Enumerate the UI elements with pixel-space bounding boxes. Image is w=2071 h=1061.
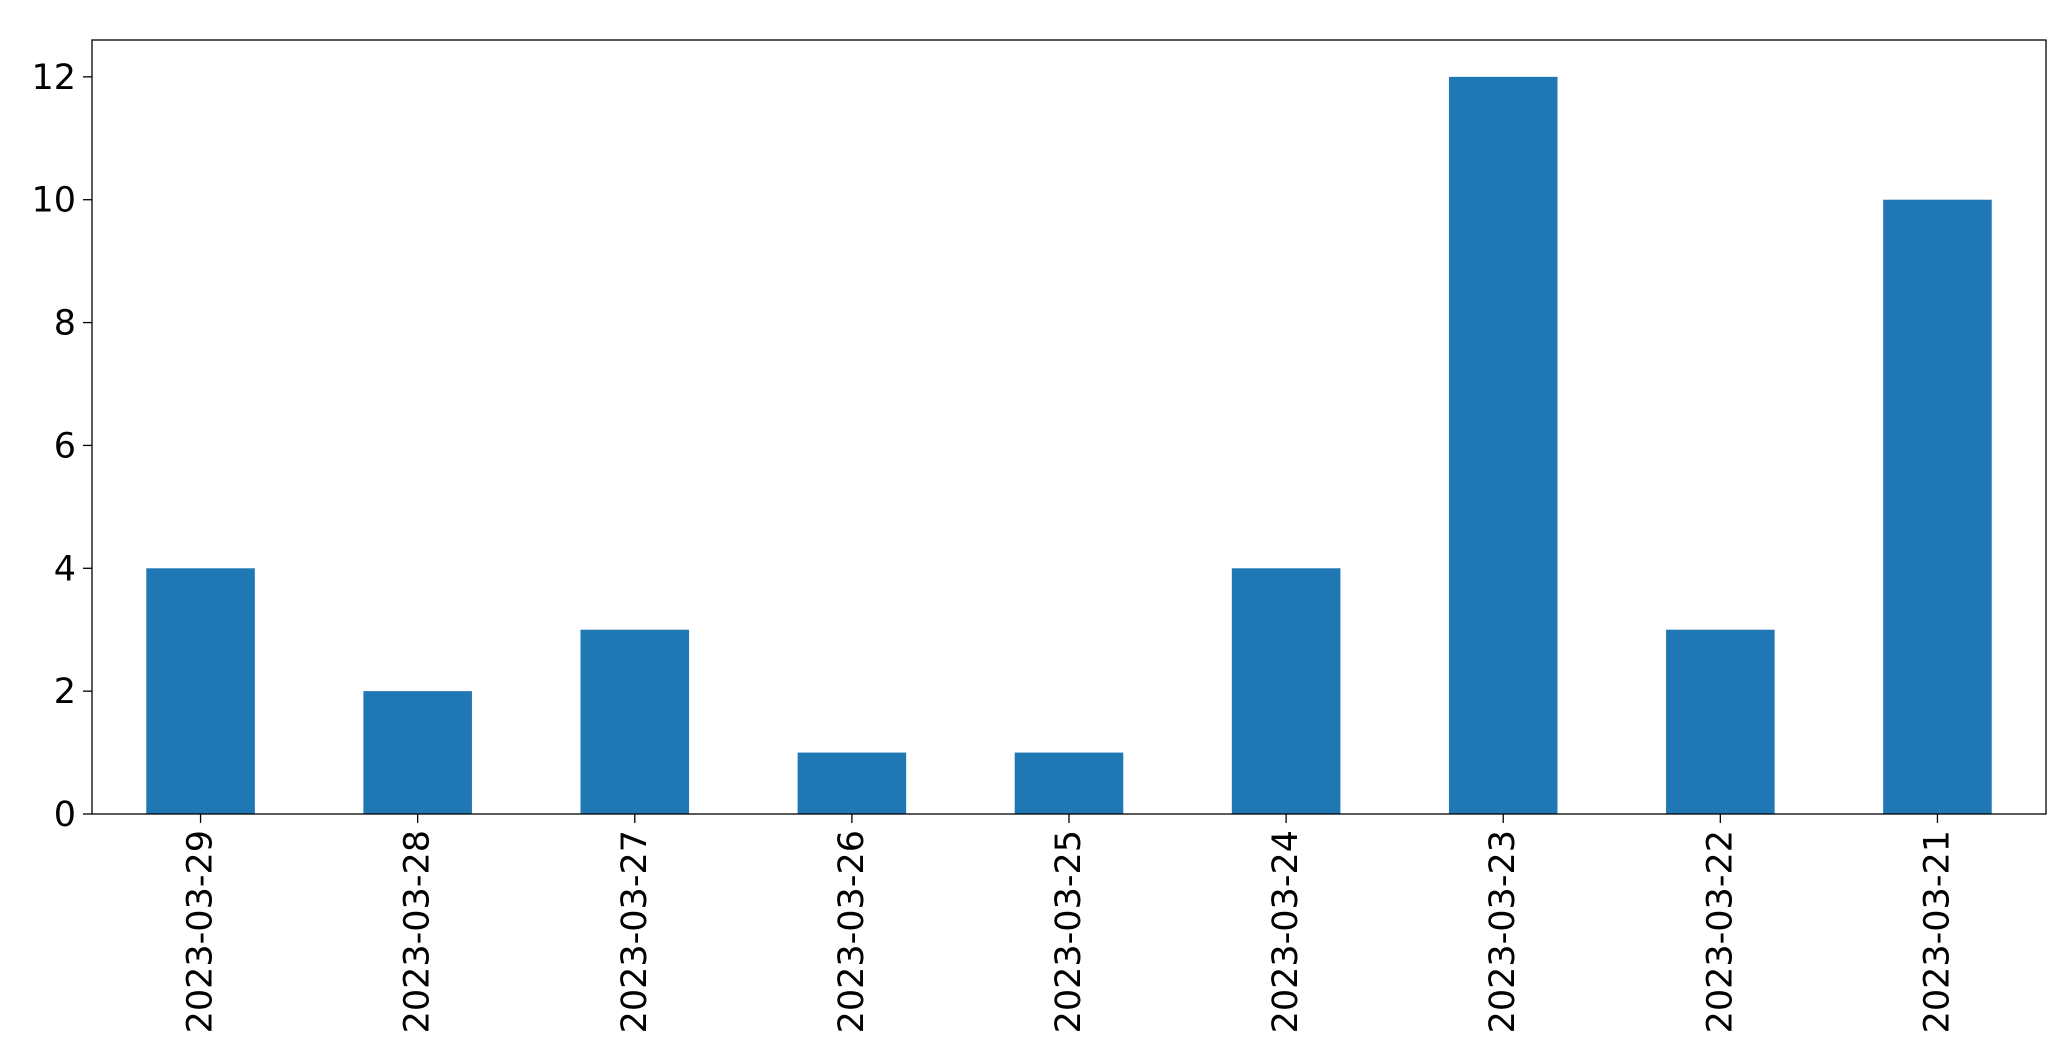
bar-2023-03-26 bbox=[797, 752, 907, 814]
x-tick-label: 2023-03-25 bbox=[1049, 830, 1089, 1033]
y-tick-label: 8 bbox=[54, 304, 76, 344]
x-tick-label: 2023-03-21 bbox=[1917, 830, 1957, 1033]
bar-2023-03-23 bbox=[1448, 76, 1558, 815]
y-tick-label: 10 bbox=[31, 181, 76, 221]
x-tick-label: 2023-03-28 bbox=[398, 830, 438, 1033]
x-tick-label: 2023-03-23 bbox=[1483, 830, 1523, 1033]
y-tick-label: 0 bbox=[54, 795, 76, 835]
y-tick-label: 4 bbox=[54, 549, 76, 589]
y-tick-label: 2 bbox=[54, 672, 76, 712]
x-tick-label: 2023-03-29 bbox=[181, 830, 221, 1033]
x-tick-label: 2023-03-24 bbox=[1266, 830, 1306, 1033]
bars-layer bbox=[146, 76, 1992, 815]
bar-2023-03-24 bbox=[1231, 568, 1341, 814]
bar-2023-03-22 bbox=[1666, 629, 1775, 814]
x-tick-label: 2023-03-22 bbox=[1700, 830, 1740, 1033]
x-tick-label: 2023-03-26 bbox=[832, 830, 872, 1033]
bar-2023-03-21 bbox=[1883, 199, 1992, 814]
x-axis-ticks: 2023-03-29 2023-03-28 2023-03-27 2023-03-26… bbox=[181, 814, 1957, 1033]
bar-2023-03-29 bbox=[146, 568, 255, 814]
y-axis-ticks: 0 2 4 6 8 10 12 bbox=[31, 58, 92, 835]
y-tick-label: 12 bbox=[31, 58, 76, 98]
x-tick-label: 2023-03-27 bbox=[615, 830, 655, 1033]
bar-2023-03-25 bbox=[1014, 752, 1124, 814]
bar-2023-03-28 bbox=[363, 691, 472, 814]
y-tick-label: 6 bbox=[54, 426, 76, 466]
bar-2023-03-27 bbox=[580, 629, 690, 814]
